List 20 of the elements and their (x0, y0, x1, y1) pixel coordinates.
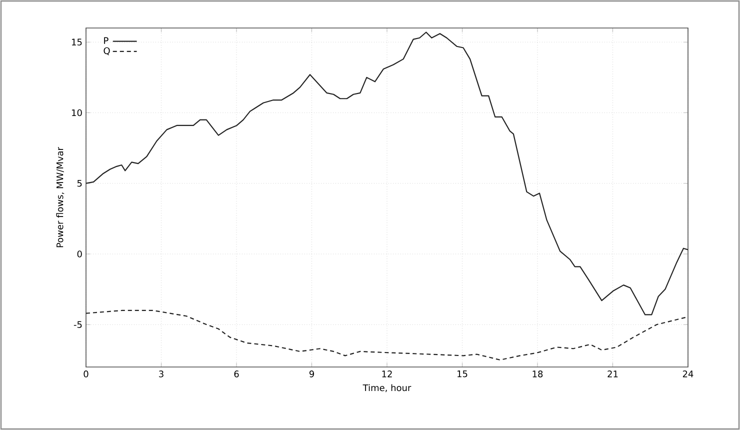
y-tick-label: 5 (77, 180, 82, 187)
x-tick-label: 24 (682, 370, 694, 378)
y-tick-label: 0 (77, 250, 82, 258)
y-tick-label: 15 (72, 38, 82, 46)
x-tick-label: 3 (159, 370, 164, 378)
x-tick-label: 0 (84, 370, 88, 378)
legend-label: P (104, 37, 108, 44)
x-tick-label: 12 (382, 370, 392, 378)
y-tick-label: -5 (74, 321, 82, 328)
x-tick-label: 6 (234, 370, 239, 378)
x-tick-label: 21 (608, 370, 618, 378)
y-tick-label: 10 (72, 109, 82, 116)
x-tick-label: 9 (309, 370, 314, 378)
y-axis-title: Power flows, MW/Mvar (56, 146, 64, 248)
x-tick-label: 18 (532, 370, 543, 378)
line-series (86, 32, 688, 316)
x-tick-label: 15 (458, 370, 468, 378)
x-axis-title: Time, hour (362, 384, 412, 392)
line-series (86, 310, 688, 360)
legend-label: Q (104, 47, 110, 56)
